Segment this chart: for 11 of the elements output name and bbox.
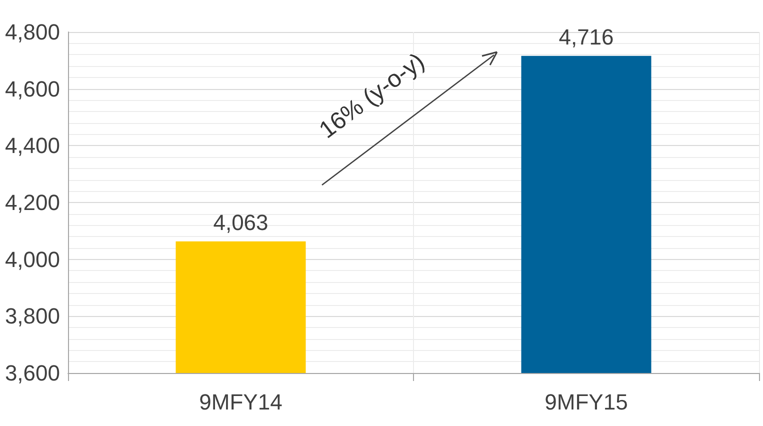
y-tick-label: 3,800 bbox=[4, 304, 60, 329]
y-tick-label: 4,600 bbox=[4, 76, 60, 102]
y-tick-label: 4,400 bbox=[4, 133, 60, 158]
x-tick-label: 9MFY15 bbox=[544, 390, 628, 414]
y-tick-label: 4,000 bbox=[4, 246, 60, 272]
y-tick-label: 4,800 bbox=[4, 20, 60, 44]
x-tick-label: 9MFY14 bbox=[199, 390, 282, 414]
y-tick-label: 4,200 bbox=[4, 190, 60, 215]
data-label: 4,063 bbox=[213, 210, 268, 235]
y-tick-label: 3,600 bbox=[4, 360, 60, 386]
data-label: 4,716 bbox=[558, 24, 614, 50]
